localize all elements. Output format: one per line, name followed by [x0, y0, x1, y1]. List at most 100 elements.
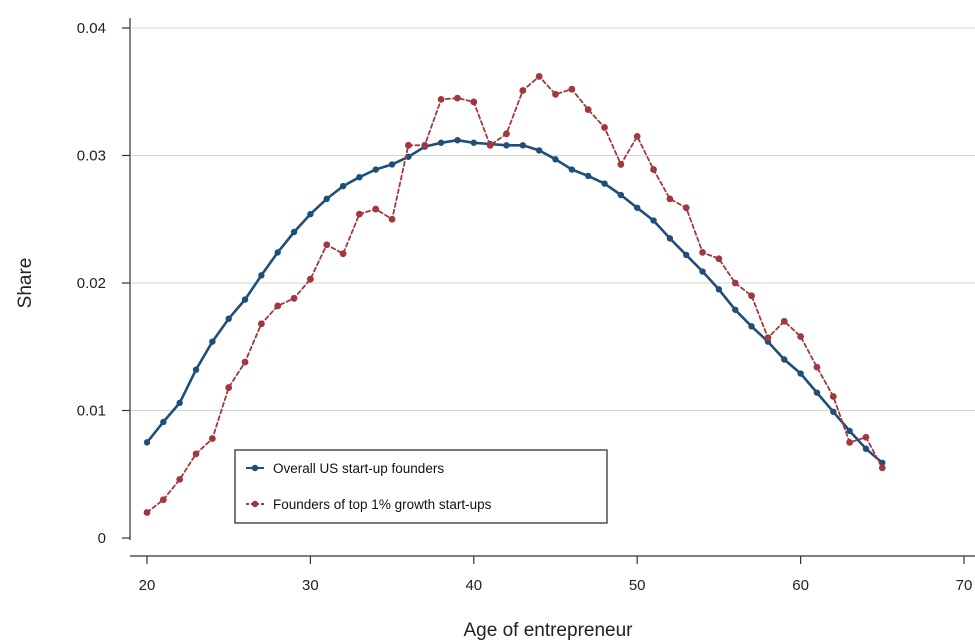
data-point-top1: [601, 124, 608, 131]
data-point-overall: [666, 235, 674, 242]
data-point-overall: [519, 142, 527, 149]
data-point-top1: [405, 141, 412, 149]
data-point-overall: [160, 418, 167, 426]
data-point-top1: [421, 141, 429, 149]
data-point-top1: [290, 294, 298, 302]
data-point-top1: [633, 132, 641, 140]
data-point-top1: [503, 130, 510, 138]
data-point-top1: [208, 435, 216, 442]
data-point-top1: [584, 106, 592, 113]
y-tick-label: 0.03: [77, 148, 106, 165]
y-tick-label: 0.02: [77, 275, 106, 292]
data-point-top1: [797, 333, 804, 340]
data-point-top1: [225, 384, 233, 391]
x-tick-label: 60: [792, 577, 809, 594]
data-point-top1: [356, 210, 363, 218]
y-tick-label: 0.01: [77, 403, 106, 420]
x-tick-label: 20: [139, 577, 156, 594]
data-point-overall: [683, 251, 690, 259]
legend-box: [234, 449, 608, 524]
data-point-overall: [274, 249, 281, 256]
data-point-top1: [617, 161, 625, 168]
data-point-overall: [372, 166, 379, 173]
data-point-top1: [682, 204, 690, 212]
data-point-top1: [437, 96, 445, 103]
x-tick-label: 40: [465, 577, 482, 594]
data-point-top1: [568, 85, 576, 93]
data-point-top1: [192, 450, 200, 458]
data-point-top1: [257, 320, 265, 328]
data-point-top1: [388, 215, 396, 223]
data-point-overall: [862, 445, 870, 452]
data-point-top1: [862, 433, 870, 441]
y-tick-label: 0.04: [77, 20, 106, 37]
tick-labels: 0 0.01 0.02 0.03 0.04 20 30 40 50 60 70: [77, 20, 973, 594]
data-point-top1: [731, 279, 739, 287]
series-line-overall: [145, 138, 884, 465]
legend-marker-top1: [251, 500, 259, 508]
data-point-overall: [846, 427, 853, 435]
legend-label-top1: Founders of top 1% growth start-ups: [273, 497, 492, 512]
data-point-top1: [241, 358, 249, 366]
data-point-overall: [650, 217, 657, 224]
data-point-top1: [143, 509, 151, 516]
data-point-overall: [339, 182, 347, 190]
x-tick-label: 30: [302, 577, 319, 594]
y-axis-title: Share: [15, 258, 36, 309]
data-point-overall: [307, 210, 314, 218]
data-point-top1: [813, 363, 821, 371]
data-point-top1: [748, 292, 755, 300]
data-point-overall: [748, 323, 755, 330]
data-point-top1: [846, 438, 854, 446]
series: [143, 73, 886, 516]
data-point-overall: [176, 399, 183, 407]
data-point-overall: [143, 439, 151, 446]
data-point-overall: [813, 389, 821, 396]
data-point-overall: [388, 161, 396, 168]
legend-marker-overall: [251, 464, 259, 472]
data-point-overall: [437, 139, 445, 146]
data-point-top1: [486, 141, 494, 149]
data-point-top1: [552, 90, 559, 98]
data-point-overall: [617, 191, 625, 199]
data-point-overall: [225, 315, 232, 322]
gridlines: [131, 27, 975, 412]
axes: [129, 18, 975, 557]
data-point-top1: [780, 317, 788, 325]
data-point-overall: [634, 204, 641, 211]
data-point-top1: [878, 464, 886, 472]
data-point-overall: [323, 195, 330, 203]
data-point-overall: [454, 137, 461, 144]
data-point-overall: [258, 272, 265, 279]
x-axis-title: Age of entrepreneur: [463, 620, 633, 641]
data-point-overall: [192, 366, 200, 373]
data-point-overall: [781, 356, 788, 363]
data-point-overall: [241, 296, 249, 303]
data-point-overall: [732, 306, 739, 313]
data-point-top1: [764, 334, 772, 342]
data-point-overall: [568, 166, 576, 173]
data-point-top1: [307, 275, 314, 283]
legend: Overall US start-up founders Founders of…: [234, 449, 608, 524]
data-point-top1: [470, 98, 478, 106]
data-point-top1: [323, 241, 331, 249]
data-point-top1: [339, 250, 347, 258]
data-point-overall: [830, 408, 837, 415]
data-point-overall: [552, 156, 559, 163]
data-point-overall: [209, 338, 216, 345]
data-point-overall: [699, 268, 706, 275]
data-point-overall: [797, 370, 804, 377]
data-point-overall: [584, 172, 592, 180]
data-point-top1: [176, 475, 184, 483]
y-tick-label: 0: [98, 530, 106, 547]
data-point-top1: [372, 205, 380, 213]
data-point-top1: [274, 302, 282, 310]
data-point-overall: [503, 142, 510, 149]
series-line-top1: [146, 75, 884, 514]
data-point-overall: [356, 173, 363, 181]
data-point-top1: [535, 73, 543, 80]
data-point-overall: [290, 228, 298, 236]
legend-label-overall: Overall US start-up founders: [273, 461, 444, 476]
data-point-top1: [519, 87, 527, 94]
